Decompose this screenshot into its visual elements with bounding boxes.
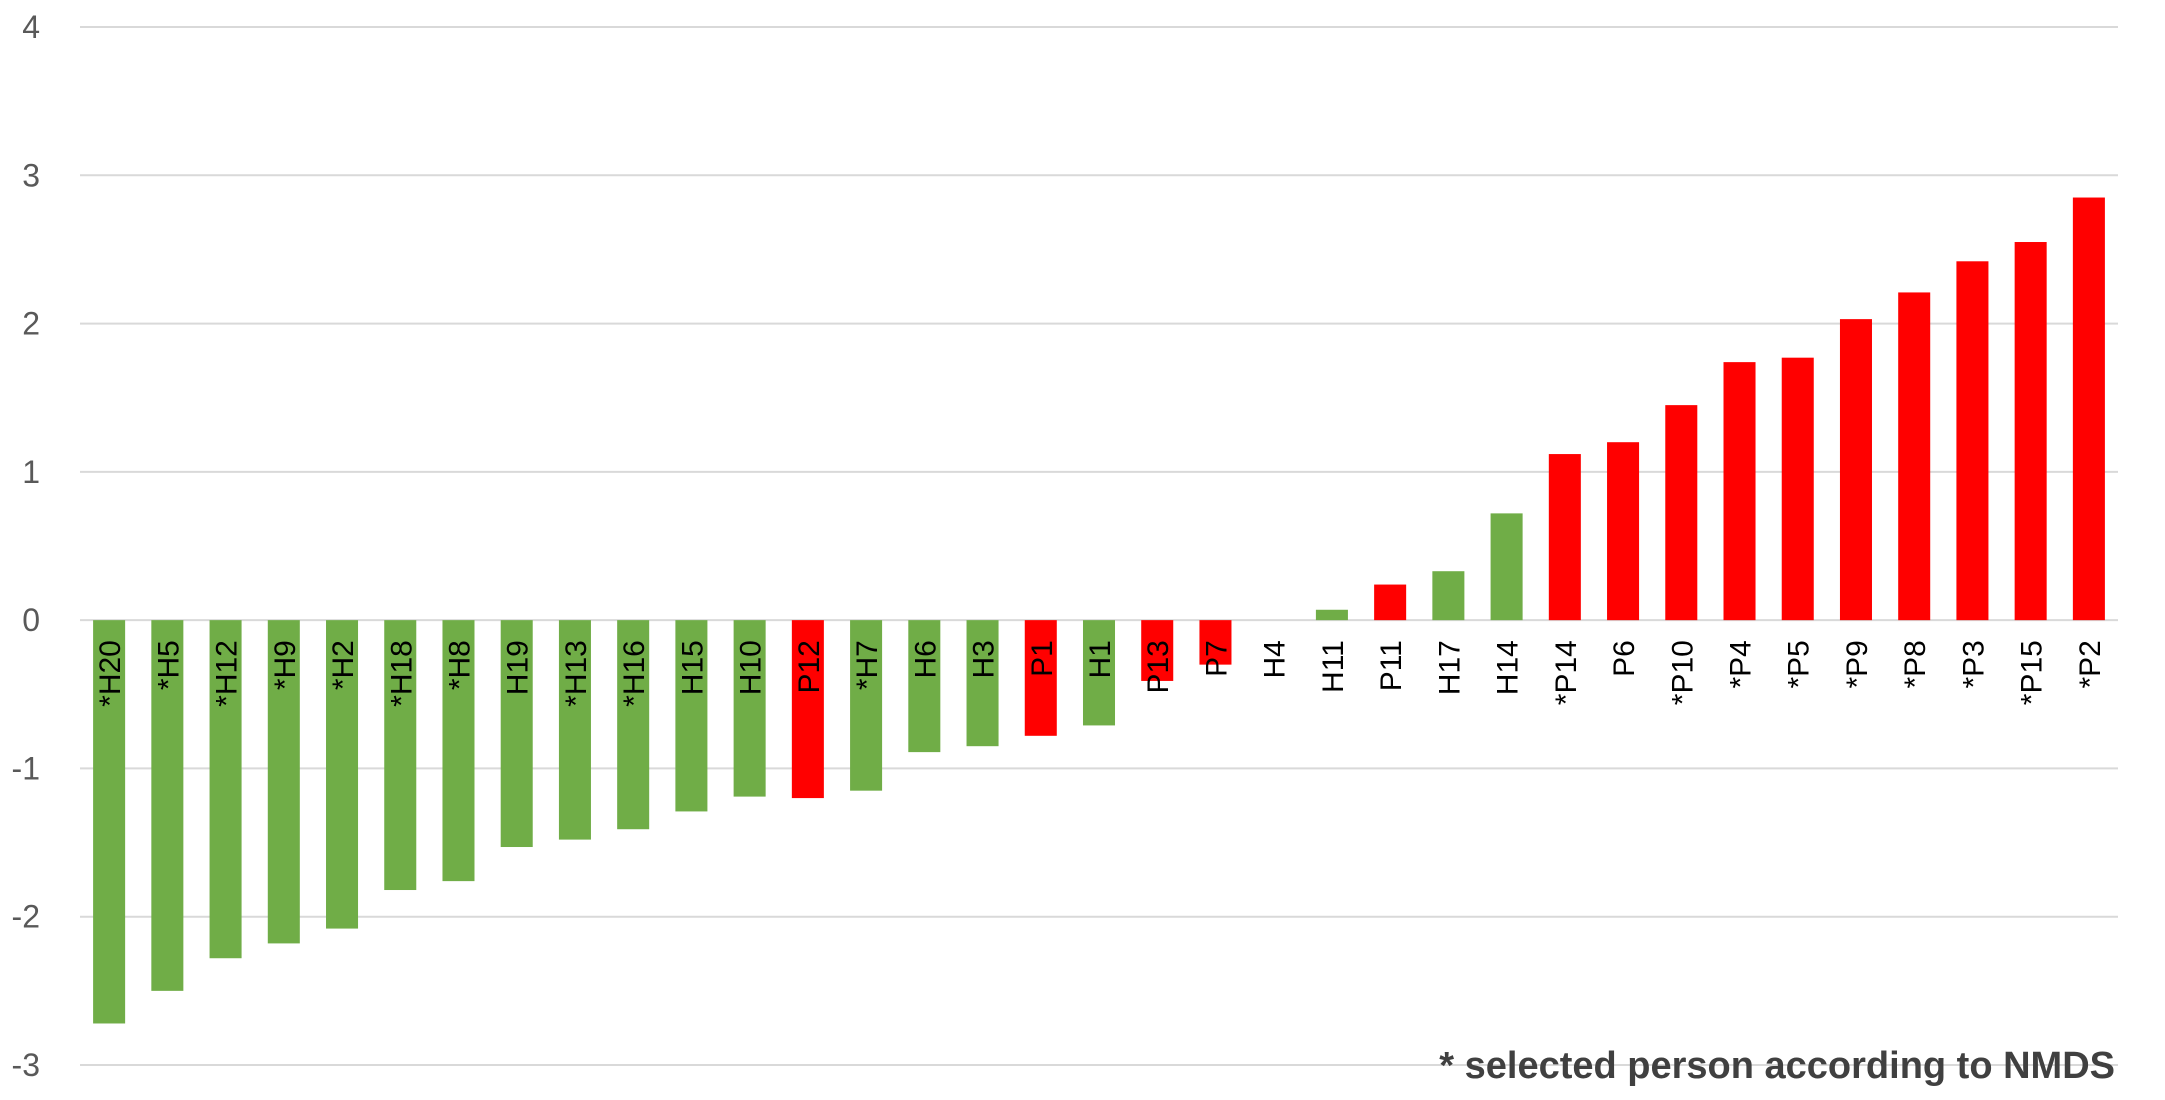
category-label: *H18 [385, 640, 418, 707]
bar [2014, 242, 2047, 621]
category-label: *H9 [269, 640, 302, 690]
bar [2072, 197, 2105, 621]
category-label: H4 [1259, 640, 1292, 678]
y-tick-label: 4 [22, 9, 40, 45]
bar [500, 620, 533, 848]
bar [1956, 261, 1989, 621]
category-label: *P8 [1899, 640, 1932, 688]
y-tick-label: -3 [12, 1047, 40, 1083]
bar [1723, 362, 1756, 621]
bar [1141, 620, 1174, 681]
y-tick-label: 0 [22, 602, 40, 638]
bar [1199, 620, 1232, 665]
bar [1548, 454, 1581, 621]
category-label: *H12 [211, 640, 244, 707]
bar [1490, 513, 1523, 621]
bar [1898, 292, 1931, 621]
bar [267, 620, 300, 944]
category-label: P12 [793, 640, 826, 693]
category-labels: *H20 *H5 *H12 *H9 *H2 *H18 *H8 H19 *H13 *H16 H15 H1… [94, 640, 2107, 707]
category-label: P11 [1375, 640, 1408, 691]
bar [791, 620, 824, 799]
category-label: P1 [1026, 640, 1059, 677]
bar [384, 620, 417, 891]
category-label: P13 [1142, 640, 1175, 693]
category-label: *H8 [443, 640, 476, 690]
gridlines [80, 26, 2118, 1066]
bar [1374, 584, 1407, 621]
bar [908, 620, 941, 753]
bar [733, 620, 766, 797]
category-label: *P2 [2074, 640, 2107, 688]
category-label: H19 [502, 640, 535, 695]
y-tick-label: 3 [22, 157, 40, 193]
bar [151, 620, 184, 991]
category-label: P6 [1608, 640, 1641, 677]
category-label: *P15 [2016, 640, 2049, 705]
annotation-note: * selected person according to NMDS [1439, 1045, 2115, 1087]
bar [1607, 442, 1640, 621]
category-label: P7 [1200, 640, 1233, 677]
category-label: H10 [735, 640, 768, 695]
bar [675, 620, 708, 812]
y-tick-label: 2 [22, 306, 40, 342]
category-label: H17 [1433, 640, 1466, 695]
bar [558, 620, 591, 840]
category-label: H1 [1084, 640, 1117, 678]
y-tick-label: 1 [22, 454, 40, 490]
bar [93, 620, 126, 1024]
bar [209, 620, 242, 959]
category-label: *P3 [1957, 640, 1990, 688]
category-label: *P9 [1841, 640, 1874, 688]
category-label: H15 [676, 640, 709, 695]
bar [1082, 620, 1116, 726]
category-label: *P14 [1550, 640, 1583, 705]
y-axis: -3 -2 -1 0 1 2 3 4 [12, 9, 40, 1083]
category-label: H3 [968, 640, 1001, 678]
category-label: *H2 [327, 640, 360, 690]
bar [1024, 620, 1057, 736]
category-label: *P5 [1783, 640, 1816, 688]
y-tick-label: -1 [12, 750, 40, 786]
bar [1781, 357, 1814, 621]
category-label: H6 [909, 640, 942, 678]
bar [1315, 609, 1348, 621]
category-label: *H7 [851, 640, 884, 690]
category-label: *H16 [618, 640, 651, 707]
category-label: *H13 [560, 640, 593, 707]
bar [617, 620, 650, 830]
category-label: *P4 [1725, 640, 1758, 688]
bar [326, 620, 359, 929]
category-label: *H5 [152, 640, 185, 690]
bar [966, 620, 999, 747]
category-label: *P10 [1666, 640, 1699, 705]
bar [1432, 571, 1465, 621]
category-label: H14 [1492, 640, 1525, 695]
category-label: H11 [1317, 640, 1350, 693]
bar-series [93, 197, 2105, 1024]
bar [1665, 405, 1698, 621]
category-label: *H20 [94, 640, 127, 707]
bar [850, 620, 883, 791]
bar [442, 620, 475, 882]
bar [1839, 319, 1872, 621]
y-tick-label: -2 [12, 899, 40, 935]
